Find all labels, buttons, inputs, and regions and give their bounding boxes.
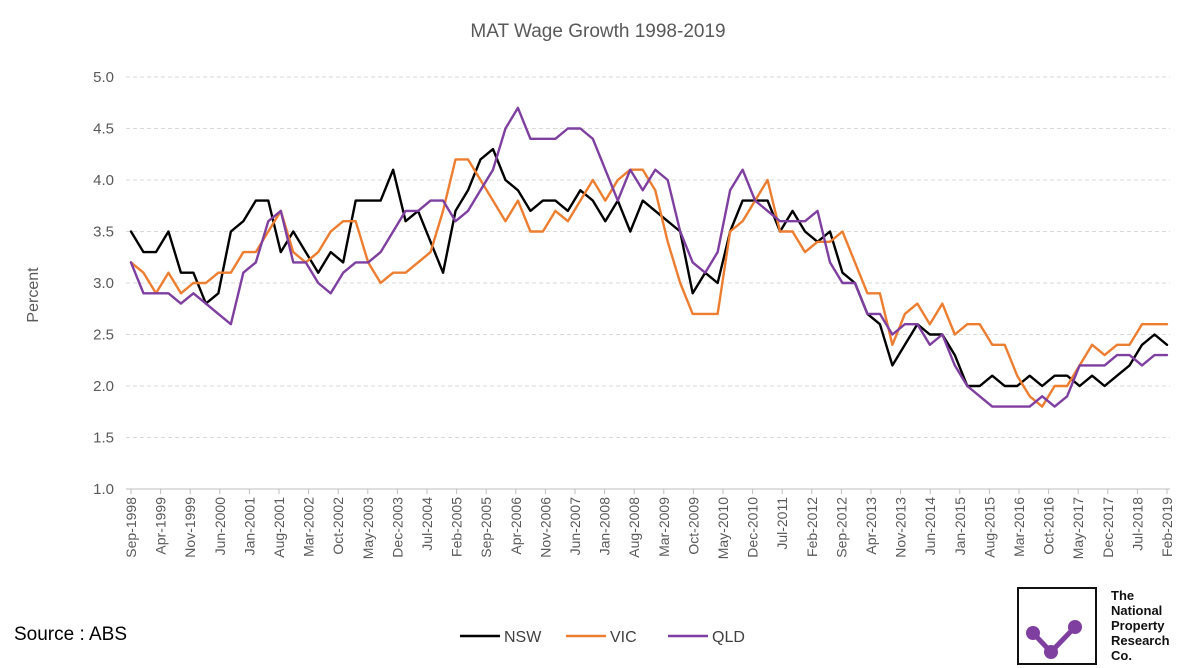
x-tick-label: Sep-2012 bbox=[833, 497, 849, 558]
x-tick-label: Mar-2002 bbox=[301, 497, 317, 557]
x-tick-label: Feb-2012 bbox=[804, 497, 820, 557]
grid-lines bbox=[126, 76, 1170, 438]
x-tick-label: Dec-2017 bbox=[1100, 497, 1116, 558]
series-line-qld bbox=[129, 106, 1169, 408]
x-tick-label: Nov-1999 bbox=[182, 497, 198, 558]
series-line-nsw bbox=[129, 147, 1169, 388]
x-tick-label: Apr-2013 bbox=[863, 497, 879, 555]
logo-line-1: The bbox=[1111, 588, 1135, 603]
x-tick-label: Jul-2004 bbox=[419, 497, 435, 551]
series-lines bbox=[129, 106, 1169, 408]
x-tick-label: Mar-2009 bbox=[656, 497, 672, 557]
x-tick-label: Jun-2000 bbox=[212, 497, 228, 556]
x-tick-label: Nov-2013 bbox=[893, 497, 909, 558]
x-tick-label: Aug-2015 bbox=[981, 497, 997, 558]
x-tick-label: May-2003 bbox=[360, 497, 376, 559]
x-tick-label: Mar-2016 bbox=[1011, 497, 1027, 557]
x-tick-label: May-2017 bbox=[1070, 497, 1086, 559]
y-axis: 1.0 1.5 2.0 2.5 3.0 3.5 4.0 4.5 5.0 bbox=[93, 69, 114, 498]
x-tick-label: Jul-2011 bbox=[774, 497, 790, 550]
x-tick-label: Oct-2002 bbox=[330, 497, 346, 555]
y-tick-label: 1.5 bbox=[93, 430, 114, 447]
y-tick-label: 4.5 bbox=[93, 121, 114, 138]
legend: NSW VIC QLD bbox=[460, 629, 745, 646]
y-tick-label: 4.0 bbox=[93, 172, 114, 189]
x-tick-label: Jun-2007 bbox=[567, 497, 583, 556]
logo-line-5: Co. bbox=[1111, 648, 1132, 663]
x-tick-label: Aug-2008 bbox=[626, 497, 642, 558]
x-tick-label: Feb-2005 bbox=[449, 497, 465, 557]
company-logo: The National Property Research Co. bbox=[1017, 587, 1193, 667]
legend-label-vic: VIC bbox=[610, 629, 637, 646]
x-tick-label: Jun-2014 bbox=[922, 497, 938, 556]
x-tick-label: Jan-2001 bbox=[241, 497, 257, 556]
x-tick-label: Jul-2018 bbox=[1129, 497, 1145, 551]
y-tick-label: 5.0 bbox=[93, 69, 114, 86]
x-tick-label: Oct-2009 bbox=[685, 497, 701, 555]
chart-title: MAT Wage Growth 1998-2019 bbox=[470, 21, 725, 42]
logo-wordmark: The National Property Research Co. bbox=[1111, 588, 1170, 663]
legend-label-qld: QLD bbox=[712, 629, 745, 646]
x-tick-label: Jan-2008 bbox=[597, 497, 613, 556]
x-tick-label: Dec-2003 bbox=[389, 497, 405, 558]
x-tick-label: Apr-2006 bbox=[508, 497, 524, 555]
y-tick-label: 2.0 bbox=[93, 378, 114, 395]
x-tick-label: Sep-2005 bbox=[478, 497, 494, 558]
x-tick-label: Sep-1998 bbox=[123, 497, 139, 558]
x-tick-label: Oct-2016 bbox=[1041, 497, 1057, 555]
logo-graph-icon bbox=[1026, 620, 1082, 659]
y-tick-label: 1.0 bbox=[93, 481, 114, 498]
x-tick-label: Feb-2019 bbox=[1159, 497, 1175, 557]
y-axis-label: Percent bbox=[25, 267, 42, 323]
x-tick-label: Aug-2001 bbox=[271, 497, 287, 558]
x-tick-label: May-2010 bbox=[715, 497, 731, 559]
x-axis: Sep-1998 Apr-1999 Nov-1999 Jun-2000 Jan-2001… bbox=[123, 488, 1175, 559]
logo-line-4: Research bbox=[1111, 633, 1170, 648]
y-tick-label: 3.0 bbox=[93, 275, 114, 292]
y-tick-label: 2.5 bbox=[93, 327, 114, 344]
logo-line-2: National bbox=[1111, 603, 1163, 618]
legend-label-nsw: NSW bbox=[504, 629, 542, 646]
x-tick-label: Nov-2006 bbox=[537, 497, 553, 558]
y-tick-label: 3.5 bbox=[93, 224, 114, 241]
source-note: Source : ABS bbox=[14, 624, 128, 645]
logo-mark bbox=[1017, 587, 1097, 665]
x-tick-label: Dec-2010 bbox=[745, 497, 761, 558]
logo-line-3: Property bbox=[1111, 618, 1165, 633]
x-tick-label: Apr-1999 bbox=[153, 497, 169, 555]
x-tick-label: Jan-2015 bbox=[952, 497, 968, 556]
